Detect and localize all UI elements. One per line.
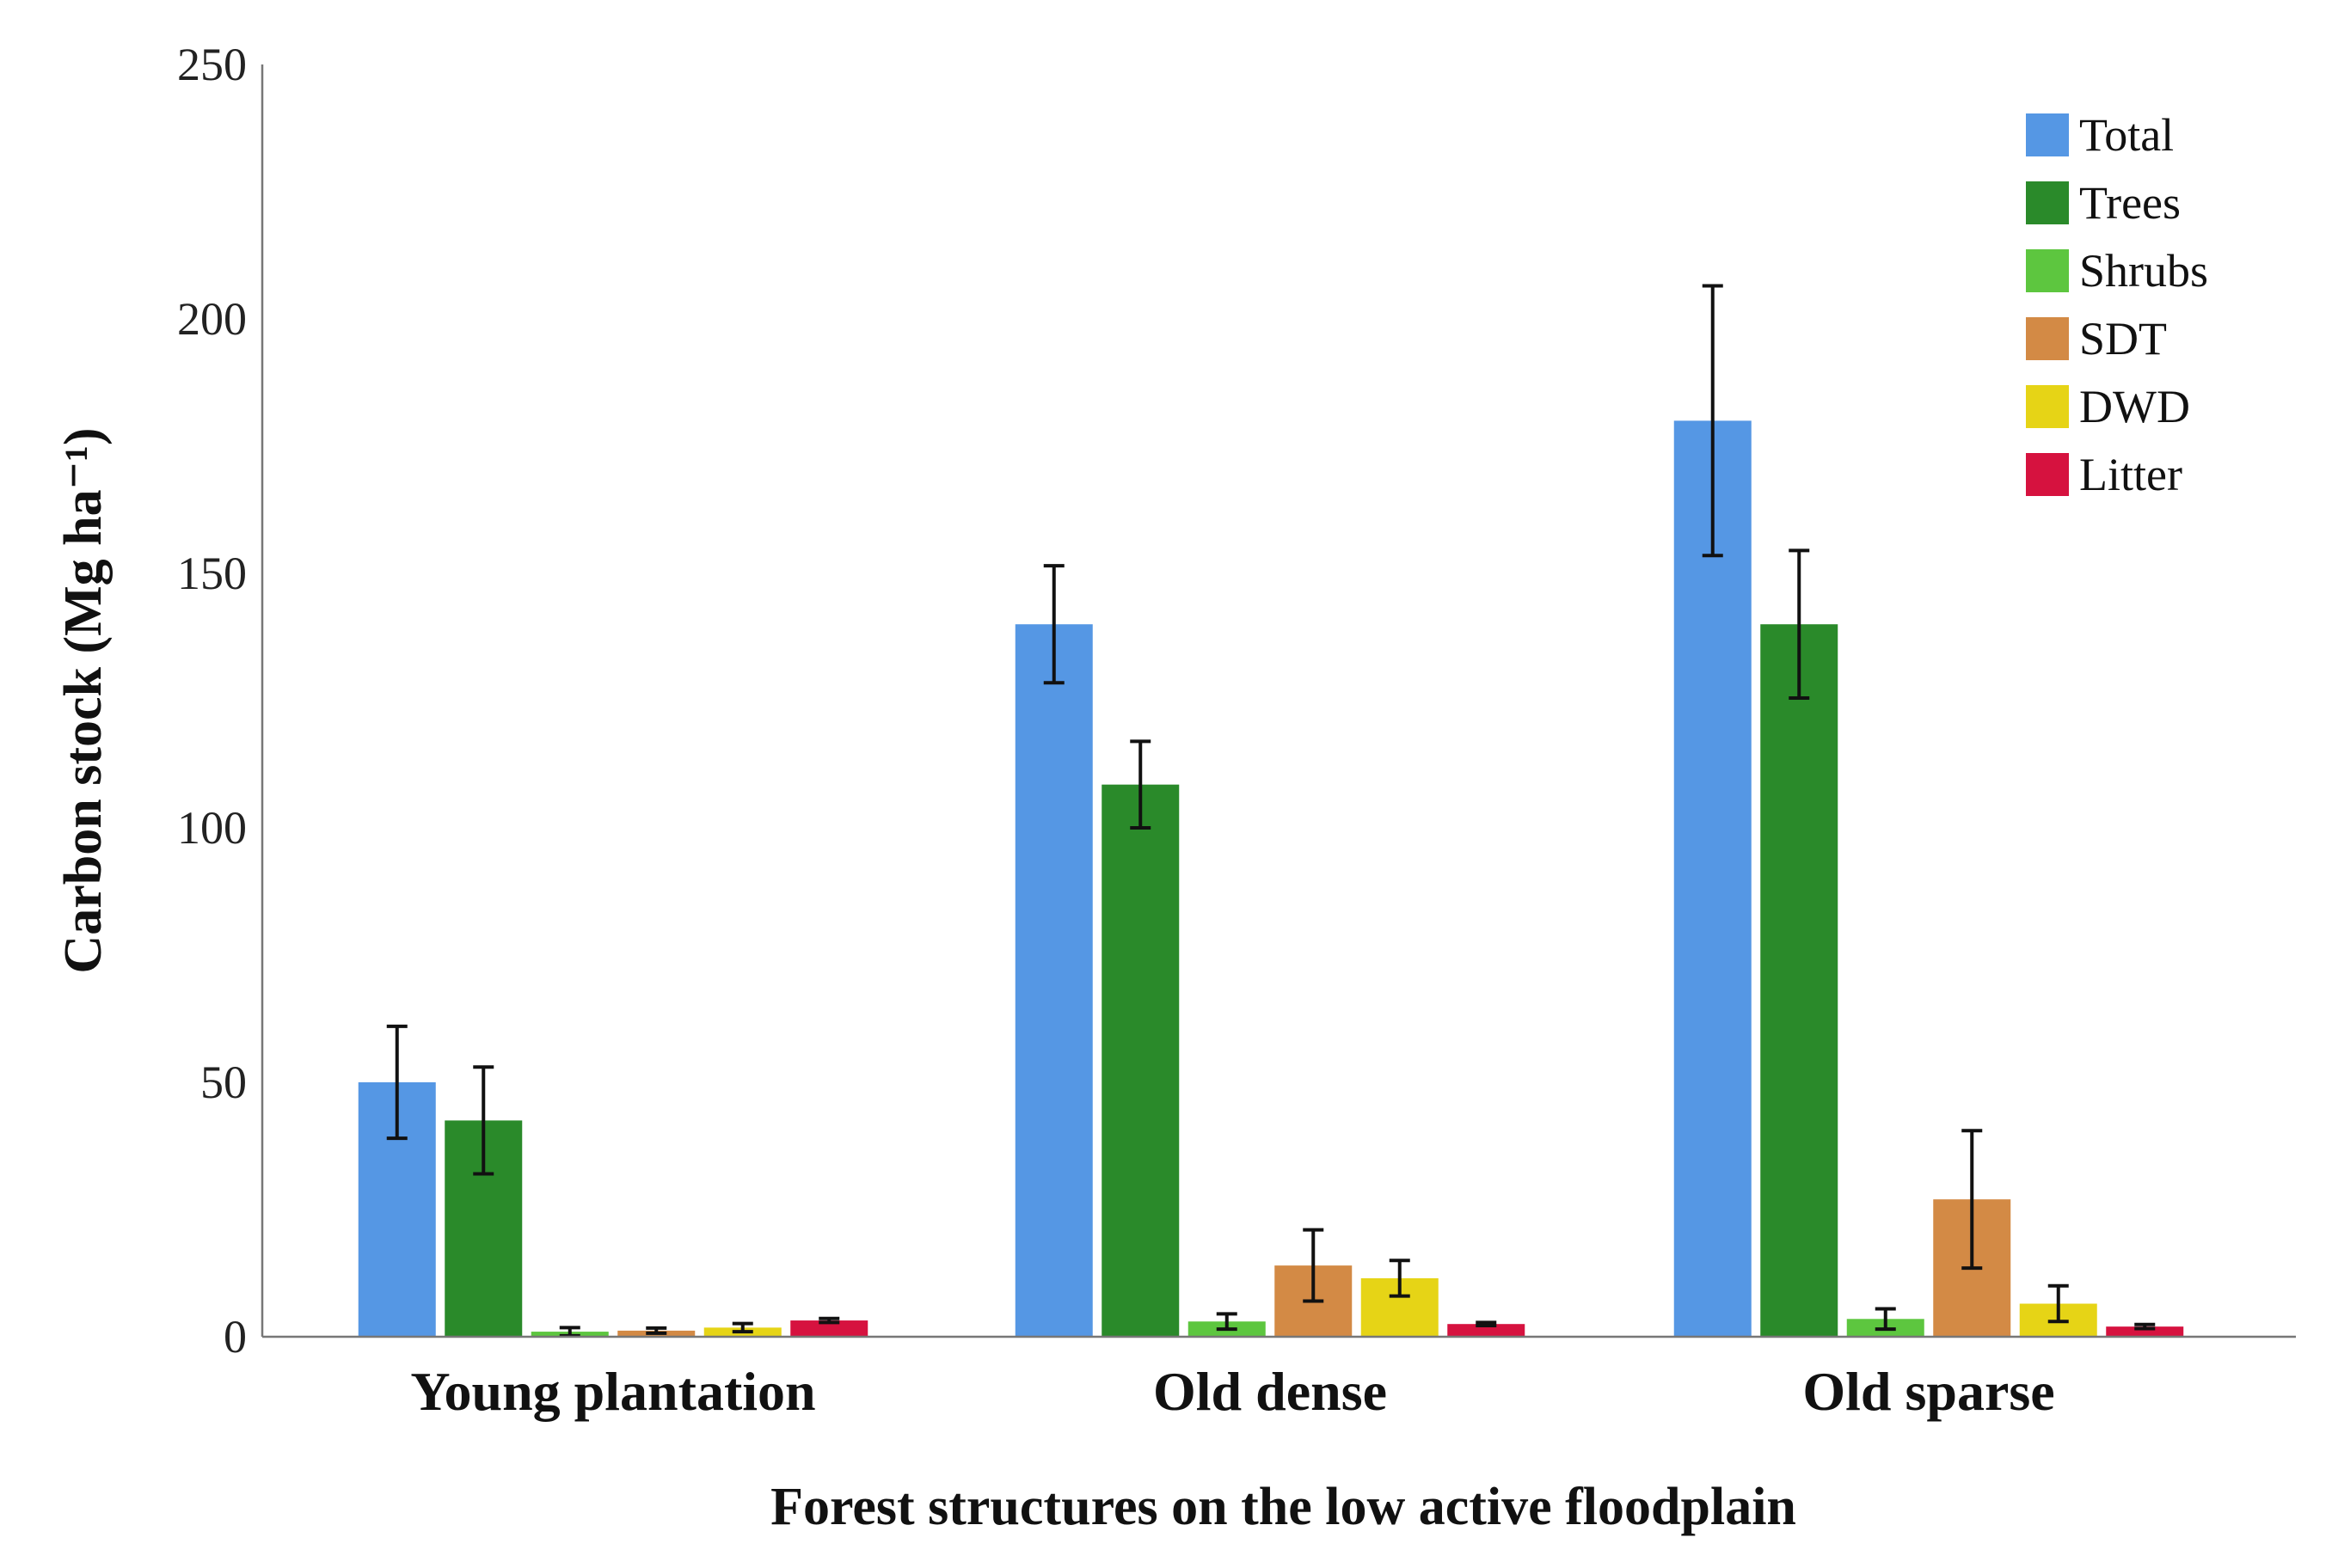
bar-litter-1 bbox=[1447, 1324, 1525, 1337]
legend-label: DWD bbox=[2079, 381, 2190, 432]
error-bar bbox=[819, 1316, 840, 1325]
legend-label: Shrubs bbox=[2079, 245, 2208, 297]
bar-trees-1 bbox=[1102, 784, 1180, 1337]
error-bar bbox=[646, 1326, 667, 1335]
legend-swatch bbox=[2026, 317, 2069, 360]
legend-item-sdt: SDT bbox=[2026, 313, 2167, 364]
legend-item-dwd: DWD bbox=[2026, 381, 2190, 432]
y-tick-label: 250 bbox=[177, 39, 247, 90]
legend-item-litter: Litter bbox=[2026, 449, 2182, 500]
legend-label: Total bbox=[2079, 109, 2174, 161]
y-tick-label: 0 bbox=[224, 1311, 247, 1363]
error-bar bbox=[1043, 564, 1065, 685]
error-bars bbox=[386, 284, 2156, 1338]
error-bar bbox=[1389, 1259, 1410, 1298]
y-axis-title: Carbon stock (Mg ha⁻¹) bbox=[54, 427, 113, 973]
error-bar bbox=[1789, 548, 1810, 701]
error-bar bbox=[1476, 1320, 1497, 1327]
legend-swatch bbox=[2026, 181, 2069, 224]
y-axis-ticks: 0 50 100 150 200 250 bbox=[177, 39, 247, 1363]
legend-label: Litter bbox=[2079, 449, 2182, 500]
legend-item-trees: Trees bbox=[2026, 177, 2181, 229]
y-tick-label: 100 bbox=[177, 802, 247, 854]
y-tick-label: 150 bbox=[177, 548, 247, 599]
error-bar bbox=[473, 1065, 494, 1176]
bar-litter-0 bbox=[790, 1320, 868, 1337]
legend-item-total: Total bbox=[2026, 109, 2174, 161]
error-bar bbox=[2047, 1283, 2069, 1324]
bar-litter-2 bbox=[2106, 1326, 2184, 1337]
y-tick-label: 200 bbox=[177, 293, 247, 345]
error-bar bbox=[1216, 1312, 1237, 1332]
error-bar bbox=[1130, 739, 1151, 830]
bar-trees-2 bbox=[1760, 624, 1838, 1337]
error-bar bbox=[2134, 1322, 2156, 1331]
legend-swatch bbox=[2026, 385, 2069, 428]
error-bar bbox=[1702, 284, 1723, 558]
legend-item-shrubs: Shrubs bbox=[2026, 245, 2208, 297]
legend-label: SDT bbox=[2079, 313, 2167, 364]
legend-swatch bbox=[2026, 113, 2069, 156]
error-bar bbox=[1961, 1129, 1983, 1271]
bar-total-1 bbox=[1015, 624, 1093, 1337]
bars bbox=[358, 420, 2184, 1337]
bar-total-2 bbox=[1673, 420, 1752, 1337]
legend-swatch bbox=[2026, 453, 2069, 496]
legend-swatch bbox=[2026, 249, 2069, 292]
error-bar bbox=[1303, 1228, 1324, 1303]
category-label: Young plantation bbox=[410, 1361, 815, 1422]
legend: Total Trees Shrubs SDT DWD Litter bbox=[2026, 109, 2208, 500]
error-bar bbox=[386, 1024, 408, 1141]
x-axis-title: Forest structures on the low active floo… bbox=[770, 1478, 1796, 1536]
error-bar bbox=[732, 1321, 753, 1334]
y-tick-label: 50 bbox=[200, 1057, 247, 1108]
error-bar bbox=[1875, 1307, 1896, 1332]
category-label: Old dense bbox=[1153, 1361, 1387, 1422]
category-label: Old sparse bbox=[1802, 1361, 2054, 1422]
legend-label: Trees bbox=[2079, 177, 2181, 229]
category-labels: Young plantation Old dense Old sparse bbox=[410, 1361, 2054, 1422]
